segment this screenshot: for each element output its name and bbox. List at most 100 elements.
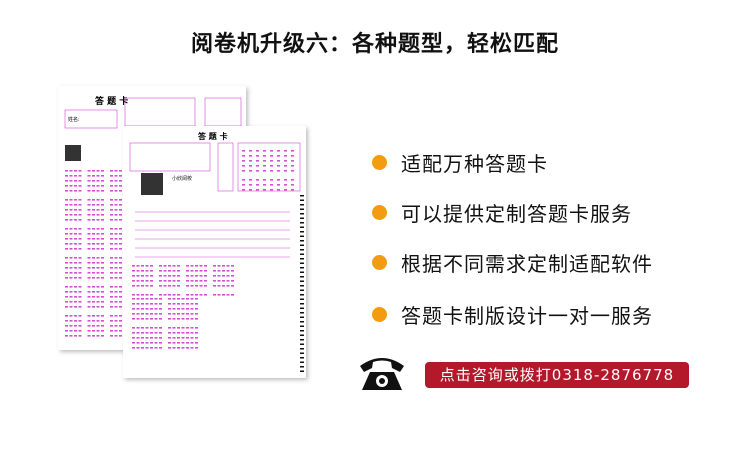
bubble (195, 332, 198, 334)
bubble (69, 185, 73, 187)
bubble (69, 325, 73, 327)
bubble (141, 294, 144, 296)
bubble (150, 285, 153, 287)
bubble (168, 294, 171, 296)
bubble (222, 265, 225, 267)
bubble (110, 286, 113, 288)
bubble (136, 342, 140, 344)
bubble (256, 165, 259, 167)
bubble (110, 257, 113, 259)
bubble (65, 233, 68, 235)
bubble (69, 296, 73, 298)
bubble (177, 275, 180, 277)
bubble (195, 285, 198, 287)
bubble (132, 298, 135, 300)
bubble (249, 170, 252, 172)
bubble (136, 337, 140, 339)
bubble (92, 320, 95, 322)
bubble (145, 318, 149, 320)
bubble (92, 180, 95, 182)
bubble (101, 286, 104, 288)
bubble (69, 180, 73, 182)
bubble (96, 272, 100, 274)
bubble (74, 233, 77, 235)
bubble (168, 332, 171, 334)
bubble (69, 272, 73, 274)
bubble (168, 318, 171, 320)
feature-text: 适配万种答题卡 (401, 152, 548, 176)
bubble (74, 214, 77, 216)
bubble (256, 155, 259, 157)
bubble (65, 267, 68, 269)
bubble (217, 294, 221, 296)
bubble (132, 337, 135, 339)
bubble (136, 270, 140, 272)
bubble (145, 265, 149, 267)
bubble (190, 275, 194, 277)
bubble (256, 184, 259, 186)
bubble (159, 308, 162, 310)
bubble (110, 238, 113, 240)
bubble (65, 243, 68, 245)
bubble (110, 190, 113, 192)
bubble (101, 291, 104, 293)
bubble (195, 265, 198, 267)
bubble (101, 277, 104, 279)
bubble (186, 327, 189, 329)
bubble (300, 258, 304, 260)
bubble (119, 257, 122, 259)
bubble (186, 342, 189, 344)
bubble (150, 308, 153, 310)
bubble (213, 280, 216, 282)
bubble (96, 296, 100, 298)
bubble (150, 337, 153, 339)
bubble (132, 280, 135, 282)
bubble (101, 272, 104, 274)
bubble (300, 271, 304, 273)
bubble (141, 275, 144, 277)
bubble (96, 301, 100, 303)
bubble (110, 243, 113, 245)
bubble (177, 342, 180, 344)
bubble (141, 347, 144, 349)
bubble (300, 339, 304, 341)
contact-button[interactable]: 点击咨询或拨打0318-2876778 (425, 362, 689, 388)
bubble (119, 267, 122, 269)
bubble (256, 189, 259, 191)
bubble (168, 285, 171, 287)
bubble (110, 228, 113, 230)
bubble (186, 265, 189, 267)
bubble (172, 280, 176, 282)
bubble (87, 228, 91, 230)
bubble (168, 342, 171, 344)
bubble (300, 267, 304, 269)
bubble (132, 347, 135, 349)
bullet (372, 155, 387, 170)
bubble (172, 313, 176, 315)
bubble (195, 337, 198, 339)
bubble (145, 275, 149, 277)
bubble (277, 165, 280, 167)
bubble (101, 190, 104, 192)
bubble (300, 289, 304, 291)
bubble (92, 248, 95, 250)
bubble (65, 272, 68, 274)
bubble (150, 270, 153, 272)
bubble (110, 335, 113, 337)
bubble (300, 343, 304, 345)
bubble (96, 214, 100, 216)
bubble (101, 262, 104, 264)
bubble (96, 180, 100, 182)
bubble (69, 204, 73, 206)
bubble (231, 294, 234, 296)
feature-text: 可以提供定制答题卡服务 (401, 202, 632, 226)
bubble (181, 337, 185, 339)
bubble (300, 213, 304, 215)
bubble (168, 337, 171, 339)
bubble (195, 342, 198, 344)
bubble (119, 214, 122, 216)
bubble (181, 327, 185, 329)
bubble (172, 298, 176, 300)
sheet-right: 答 题 卡 小欣阅校 (123, 126, 306, 378)
